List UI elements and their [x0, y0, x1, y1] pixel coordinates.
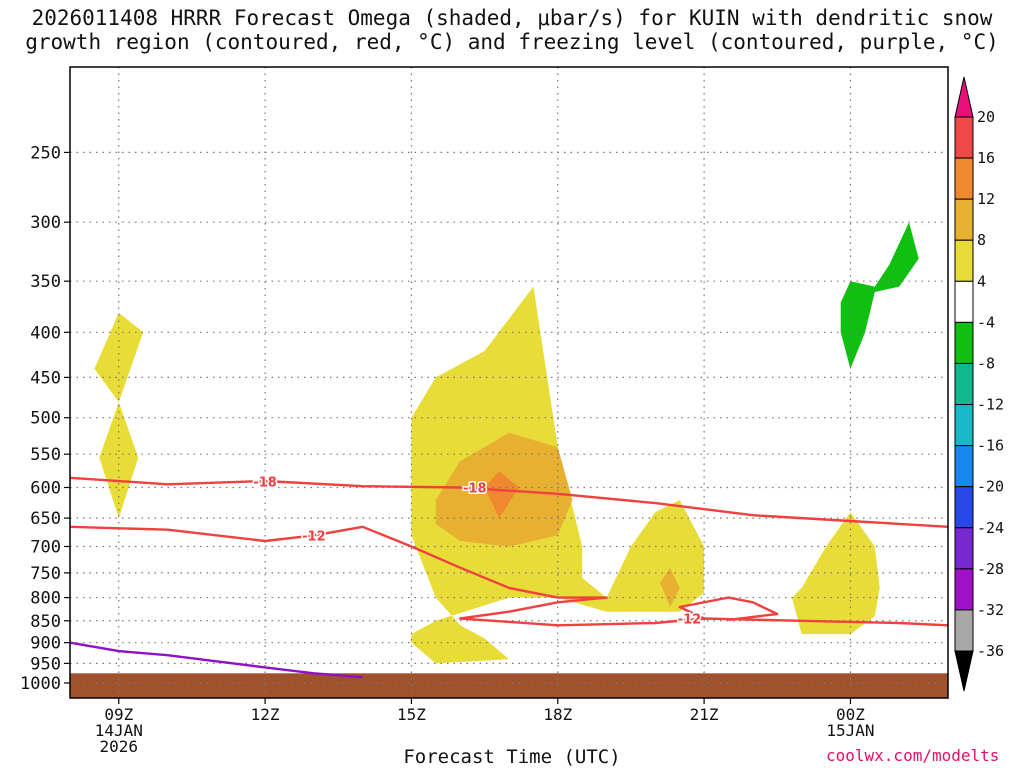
colorbar-swatch	[954, 239, 974, 282]
credit-link[interactable]: coolwx.com/modelts	[826, 746, 1000, 765]
plot-contents: -18 -18 -12 -12	[70, 67, 948, 698]
y-tick-label: 550	[30, 445, 61, 465]
colorbar-label: -36	[977, 642, 1004, 660]
freezing-level-line	[70, 641, 363, 679]
colorbar-swatch	[954, 527, 974, 570]
y-tick-label: 600	[30, 478, 61, 498]
y-tick-label: 650	[30, 509, 61, 529]
colorbar: 20 16 12 8 4 -4 -8 -12 -16 -20 -24 -28 -32 -36	[954, 76, 1004, 692]
y-tick-label: 800	[30, 589, 61, 609]
colorbar-label: -8	[977, 354, 995, 372]
x-tick-label: 15Z	[397, 705, 426, 724]
colorbar-swatch	[954, 362, 974, 406]
colorbar-swatch	[954, 445, 974, 488]
y-tick-label: 750	[30, 564, 61, 584]
colorbar-swatch	[954, 568, 974, 611]
colorbar-swatch	[954, 404, 974, 447]
omega-4-8-region	[94, 312, 144, 403]
colorbar-label: -12	[977, 396, 1004, 414]
chart-title-line1: 2026011408 HRRR Forecast Omega (shaded, …	[31, 6, 993, 30]
colorbar-swatch	[954, 486, 974, 529]
colorbar-label: 20	[977, 108, 995, 126]
x-tick-label: 00Z	[836, 705, 865, 724]
x-tick-date: 14JAN	[95, 721, 143, 740]
omega-neg4-neg8-region	[840, 222, 919, 369]
y-tick-label: 250	[30, 143, 61, 163]
contour-label: -12	[678, 613, 702, 628]
colorbar-swatch	[954, 116, 974, 159]
colorbar-label: -4	[977, 313, 995, 331]
y-tick-label: 950	[30, 654, 61, 674]
x-axis-title: Forecast Time (UTC)	[403, 746, 621, 768]
isotherm-minus12-loop-line	[678, 596, 779, 622]
colorbar-label: -24	[977, 519, 1004, 537]
y-tick-label: 1000	[20, 674, 61, 694]
chart-title-line2: growth region (contoured, red, °C) and f…	[25, 30, 999, 54]
plot-frame	[69, 66, 949, 699]
colorbar-top-arrow	[954, 76, 974, 118]
omega-12-16-region	[484, 471, 519, 519]
x-tick-label: 18Z	[543, 705, 572, 724]
colorbar-label: -32	[977, 601, 1004, 619]
colorbar-label: 16	[977, 149, 995, 167]
contour-label: -12	[302, 529, 326, 544]
isotherm-minus18-line	[70, 476, 948, 528]
omega-4-8-region	[791, 512, 880, 635]
colorbar-label: 12	[977, 190, 995, 208]
colorbar-label: -28	[977, 560, 1004, 578]
ground-fill	[70, 673, 948, 698]
y-tick-label: 400	[30, 323, 61, 343]
y-tick-label: 700	[30, 537, 61, 557]
colorbar-swatch	[954, 157, 974, 200]
colorbar-label: 8	[977, 231, 986, 249]
x-tick-label: 12Z	[251, 705, 280, 724]
y-tick-label: 500	[30, 409, 61, 429]
omega-4-8-region	[99, 402, 139, 519]
colorbar-label: -16	[977, 437, 1004, 455]
colorbar-bottom-arrow	[954, 650, 974, 692]
y-tick-label: 350	[30, 272, 61, 292]
y-tick-label: 850	[30, 612, 61, 632]
x-tick-year: 2026	[100, 737, 139, 756]
axes: 2503003504004505005506006507007508008509…	[20, 66, 949, 756]
contour-label: -18	[253, 476, 277, 491]
x-tick-label: 21Z	[690, 705, 719, 724]
colorbar-label: -20	[977, 478, 1004, 496]
contour-label: -18	[463, 481, 487, 496]
y-tick-label: 450	[30, 368, 61, 388]
colorbar-label: 4	[977, 272, 986, 290]
colorbar-swatch	[954, 321, 974, 364]
colorbar-swatch	[954, 609, 974, 652]
colorbar-swatch	[954, 280, 974, 323]
colorbar-swatch	[954, 198, 974, 241]
x-tick-date: 15JAN	[826, 721, 874, 740]
chart-title: 2026011408 HRRR Forecast Omega (shaded, …	[0, 6, 1024, 54]
x-tick-label: 09Z	[104, 705, 133, 724]
y-tick-label: 300	[30, 213, 61, 233]
y-tick-label: 900	[30, 634, 61, 654]
plot-area: -18 -18 -12 -12	[70, 67, 948, 698]
